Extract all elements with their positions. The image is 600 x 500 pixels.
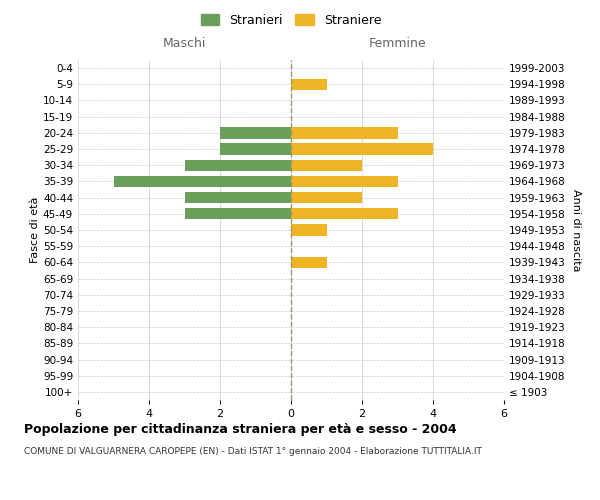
Y-axis label: Fasce di età: Fasce di età bbox=[30, 197, 40, 263]
Bar bbox=[291, 78, 326, 90]
Bar bbox=[220, 127, 291, 138]
Bar bbox=[291, 224, 326, 235]
Bar bbox=[291, 256, 326, 268]
Bar bbox=[220, 144, 291, 154]
Bar bbox=[291, 160, 362, 171]
Bar bbox=[291, 208, 398, 220]
Bar bbox=[185, 192, 291, 203]
Text: Maschi: Maschi bbox=[163, 37, 206, 50]
Bar bbox=[113, 176, 291, 187]
Y-axis label: Anni di nascita: Anni di nascita bbox=[571, 188, 581, 271]
Bar bbox=[291, 192, 362, 203]
Bar bbox=[185, 208, 291, 220]
Text: Popolazione per cittadinanza straniera per età e sesso - 2004: Popolazione per cittadinanza straniera p… bbox=[24, 422, 457, 436]
Text: Femmine: Femmine bbox=[368, 37, 427, 50]
Bar bbox=[291, 144, 433, 154]
Bar bbox=[291, 127, 398, 138]
Bar bbox=[185, 160, 291, 171]
Text: COMUNE DI VALGUARNERA CAROPEPE (EN) - Dati ISTAT 1° gennaio 2004 - Elaborazione : COMUNE DI VALGUARNERA CAROPEPE (EN) - Da… bbox=[24, 448, 482, 456]
Bar bbox=[291, 176, 398, 187]
Legend: Stranieri, Straniere: Stranieri, Straniere bbox=[196, 8, 386, 32]
